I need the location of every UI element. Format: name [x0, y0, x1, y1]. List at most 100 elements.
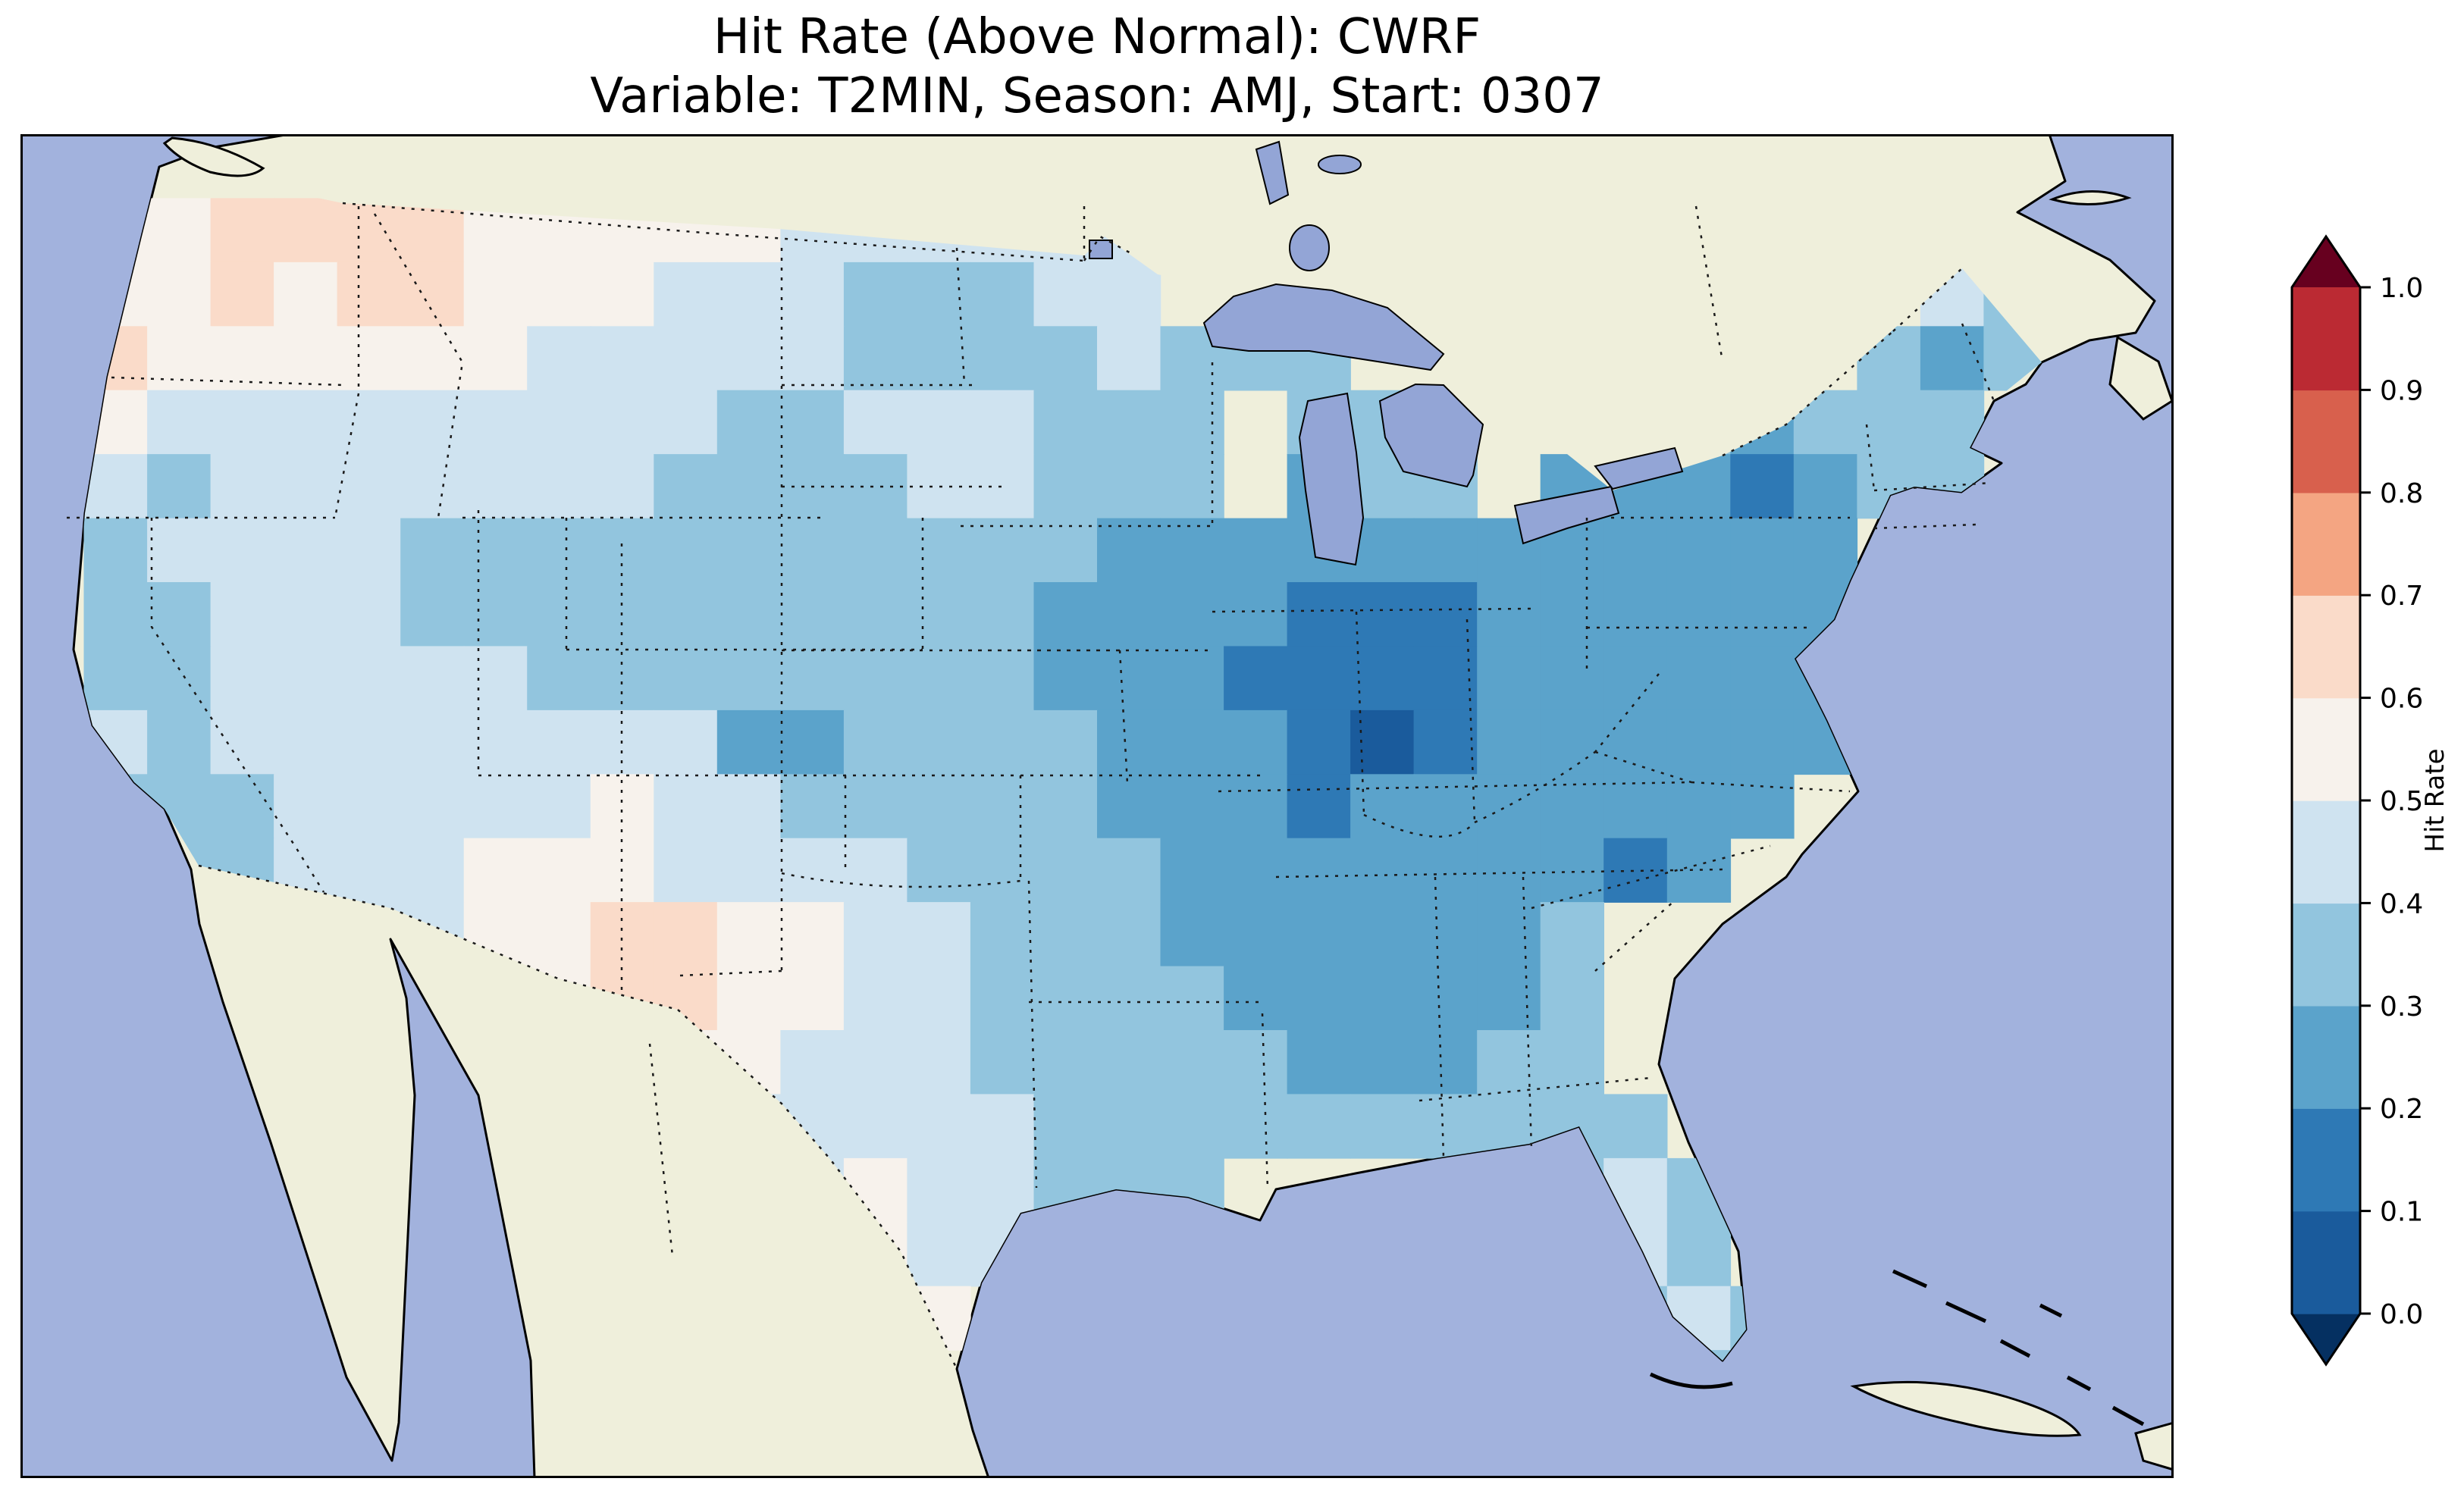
- grid-cell: [210, 390, 274, 455]
- grid-cell: [337, 518, 401, 583]
- grid-cell: [590, 326, 655, 391]
- grid-cell: [1603, 774, 1668, 839]
- grid-cell: [1350, 902, 1415, 967]
- grid-cell: [654, 646, 718, 711]
- grid-cell: [970, 518, 1035, 583]
- grid-cell: [970, 774, 1035, 839]
- grid-cell: [1477, 582, 1541, 647]
- grid-cell: [780, 838, 845, 903]
- grid-cell: [1033, 326, 1098, 391]
- grid-cell: [1287, 582, 1351, 647]
- anticosti-island: [2049, 189, 2132, 206]
- grid-cell: [970, 262, 1035, 327]
- grid-cell: [1413, 1094, 1478, 1159]
- grid-cell: [843, 326, 908, 391]
- grid-cell: [210, 454, 274, 519]
- grid-cell: [843, 709, 908, 775]
- grid-cell: [463, 262, 528, 327]
- grid-cell: [907, 390, 971, 455]
- grid-cell: [1287, 646, 1351, 711]
- grid-cell: [1097, 262, 1161, 327]
- colorbar-segment: [2292, 287, 2360, 391]
- grid-cell: [1160, 646, 1224, 711]
- grid-cell: [716, 838, 782, 903]
- bahamas-and-keys-islands: [1649, 1269, 2145, 1427]
- grid-cell: [1477, 709, 1541, 775]
- grid-cell: [780, 326, 845, 391]
- grid-cell: [843, 774, 908, 839]
- grid-cell: [1160, 1030, 1224, 1095]
- grid-cell: [1540, 966, 1604, 1031]
- grid-cell: [1350, 709, 1415, 775]
- colorbar-tick-label: 0.6: [2380, 684, 2423, 715]
- grid-cell: [970, 1030, 1035, 1095]
- grid-cell: [527, 646, 591, 711]
- colorbar-tick-label: 0.7: [2380, 581, 2423, 612]
- grid-cell: [1224, 582, 1288, 647]
- grid-cell: [210, 326, 274, 391]
- colorbar-under-arrow: [2292, 1314, 2360, 1364]
- grid-cell: [527, 454, 591, 519]
- grid-cell: [716, 326, 782, 391]
- grid-cell: [147, 198, 212, 263]
- grid-cell: [970, 582, 1035, 647]
- grid-cell: [1097, 709, 1161, 775]
- colorbar-segment: [2292, 697, 2360, 801]
- grid-cell: [463, 709, 528, 775]
- grid-cell: [970, 1094, 1035, 1159]
- grid-cell: [274, 518, 338, 583]
- grid-cell: [1033, 1030, 1098, 1095]
- grid-cell: [527, 390, 591, 455]
- grid-cell: [1413, 838, 1478, 903]
- grid-cell: [337, 262, 401, 327]
- grid-cell: [1603, 582, 1668, 647]
- grid-cell: [147, 518, 212, 583]
- grid-cell: [1097, 838, 1161, 903]
- grid-cell: [1350, 646, 1415, 711]
- grid-cell: [1666, 1222, 1732, 1287]
- grid-cell: [1413, 1030, 1478, 1095]
- grid-cell: [1413, 709, 1478, 775]
- grid-cell: [1033, 390, 1098, 455]
- grid-cell: [1603, 709, 1668, 775]
- grid-cell: [400, 582, 465, 647]
- grid-cell: [1540, 838, 1604, 903]
- grid-cell: [654, 518, 718, 583]
- grid-cell: [1287, 902, 1351, 967]
- grid-cell: [1160, 518, 1224, 583]
- grid-cell: [780, 774, 845, 839]
- grid-cell: [210, 262, 274, 327]
- grid-cell: [210, 198, 274, 263]
- grid-cell: [654, 582, 718, 647]
- grid-cell: [1730, 518, 1795, 583]
- grid-cell: [1033, 518, 1098, 583]
- grid-cell: [1350, 1030, 1415, 1095]
- grid-cell: [147, 582, 212, 647]
- colorbar-label: Hit Rate: [2420, 748, 2450, 852]
- grid-cell: [1603, 838, 1668, 903]
- colorbar-tick-label: 0.2: [2380, 1094, 2423, 1125]
- grid-cell: [274, 709, 338, 775]
- colorbar-segment: [2292, 1005, 2360, 1109]
- grid-cell: [654, 838, 718, 903]
- grid-cell: [780, 582, 845, 647]
- grid-cell: [1287, 1094, 1351, 1159]
- grid-cell: [400, 774, 465, 839]
- grid-cell: [1477, 1030, 1541, 1095]
- grid-cell: [907, 902, 971, 967]
- colorbar-over-arrow: [2292, 236, 2360, 287]
- colorbar-segment: [2292, 390, 2360, 493]
- grid-cell: [1540, 582, 1604, 647]
- grid-cell: [1033, 646, 1098, 711]
- grid-cell: [400, 454, 465, 519]
- map-canvas: [20, 134, 2174, 1478]
- colorbar-tick-label: 0.9: [2380, 375, 2423, 406]
- grid-cell: [843, 838, 908, 903]
- grid-cell: [1350, 774, 1415, 839]
- grid-cell: [1730, 774, 1795, 839]
- grid-cell: [970, 390, 1035, 455]
- grid-cell: [843, 582, 908, 647]
- grid-cell: [843, 966, 908, 1031]
- lake-of-the-woods: [1089, 240, 1113, 259]
- grid-cell: [1033, 902, 1098, 967]
